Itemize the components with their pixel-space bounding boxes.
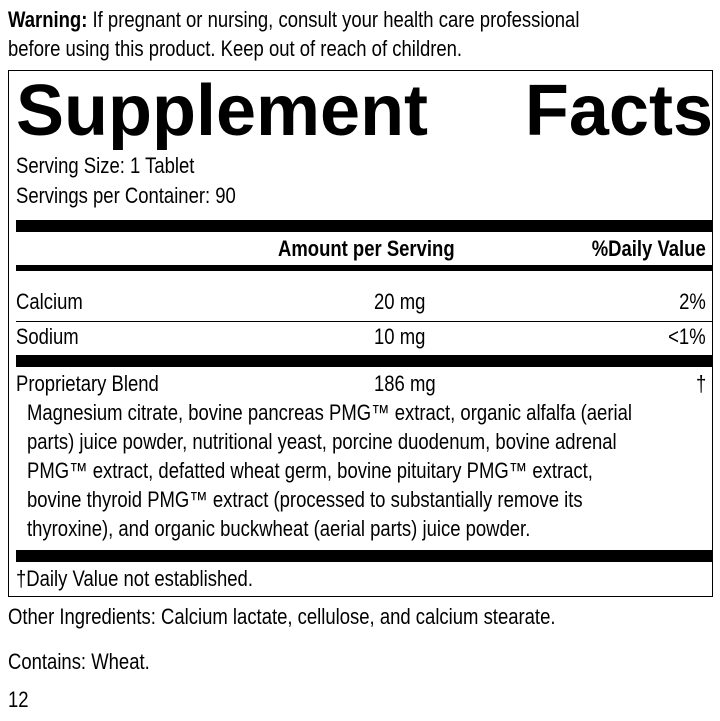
divider-thick <box>16 550 713 562</box>
header-daily-value: %Daily Value <box>591 236 706 261</box>
blend-line: bovine thyroid PMG™ extract (processed t… <box>27 487 583 512</box>
title-word-2: Facts <box>524 71 713 151</box>
nutrient-name: Proprietary Blend <box>16 371 159 396</box>
divider-medium <box>16 265 713 271</box>
nutrient-dv: <1% <box>668 324 706 349</box>
nutrient-amount: 20 mg <box>374 289 426 314</box>
nutrient-name: Calcium <box>16 289 83 314</box>
supplement-facts-panel: Supplement Facts Serving Size: 1 Tablet … <box>8 70 713 597</box>
other-ingredients: Other Ingredients: Calcium lactate, cell… <box>8 604 556 629</box>
page-number: 12 <box>8 687 29 712</box>
nutrient-dv: 2% <box>679 289 706 314</box>
divider-thin <box>16 321 713 322</box>
nutrient-amount: 186 mg <box>374 371 436 396</box>
blend-line: parts) juice powder, nutritional yeast, … <box>27 429 617 454</box>
title-word-1: Supplement <box>16 71 429 151</box>
allergen-statement: Contains: Wheat. <box>8 649 150 674</box>
header-amount: Amount per Serving <box>278 236 455 261</box>
warning-line-1: If pregnant or nursing, consult your hea… <box>87 7 580 32</box>
warning-text: Warning: If pregnant or nursing, consult… <box>8 7 579 33</box>
panel-title: Supplement Facts <box>16 73 713 149</box>
servings-per-container: Servings per Container: 90 <box>16 183 236 208</box>
nutrient-amount: 10 mg <box>374 324 426 349</box>
nutrient-name: Sodium <box>16 324 79 349</box>
serving-size: Serving Size: 1 Tablet <box>16 153 195 178</box>
nutrient-dv: † <box>695 371 706 396</box>
blend-line: PMG™ extract, defatted wheat germ, bovin… <box>27 458 593 483</box>
footnote: †Daily Value not established. <box>16 566 253 591</box>
divider-thick <box>16 355 713 367</box>
warning-line-2: before using this product. Keep out of r… <box>8 36 463 61</box>
warning-label: Warning: <box>8 7 88 32</box>
divider-thick <box>16 220 713 232</box>
blend-line: thyroxine), and organic buckwheat (aeria… <box>27 516 531 541</box>
blend-line: Magnesium citrate, bovine pancreas PMG™ … <box>27 400 632 425</box>
